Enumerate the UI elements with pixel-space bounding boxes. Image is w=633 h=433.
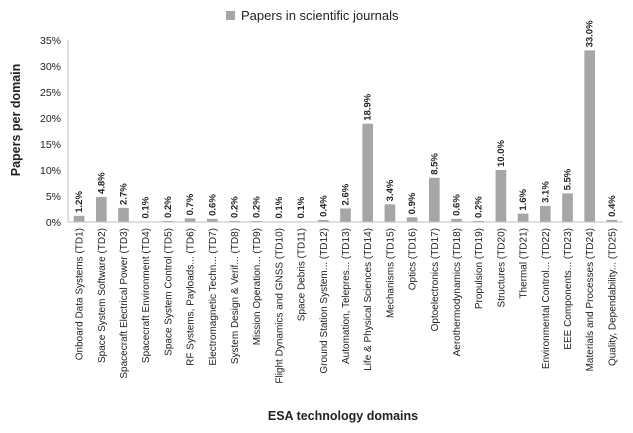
data-label: 2.6% (341, 183, 352, 205)
x-tick-label: Space System Control (TD5) (163, 228, 174, 356)
x-axis-title: ESA technology domains (268, 409, 418, 423)
data-label: 18.9% (363, 93, 374, 120)
data-label: 2.7% (119, 183, 130, 205)
x-tick-label: Space System Software (TD2) (97, 228, 108, 363)
x-tick-label: Optoelectronics (TD17) (430, 228, 441, 331)
bar (539, 205, 551, 222)
bar (495, 170, 507, 222)
bar (517, 213, 529, 222)
data-label: 3.4% (385, 179, 396, 201)
bar (229, 220, 240, 222)
x-axis-ticks: Onboard Data Systems (TD1) Space System S… (75, 228, 619, 384)
y-tick-label: 35% (40, 35, 61, 47)
data-label: 0.1% (296, 196, 307, 218)
bar (73, 215, 85, 222)
x-tick-label: System Design & Verif... (TD8) (230, 228, 241, 364)
bar (562, 193, 573, 222)
x-tick-label: Propulsion (TD19) (474, 228, 485, 309)
data-label: 8.5% (429, 153, 440, 175)
data-label: 10.0% (496, 140, 507, 167)
data-label: 0.6% (207, 194, 218, 216)
bar (428, 177, 440, 222)
x-tick-label: Optics (TD16) (408, 228, 419, 290)
bar (584, 50, 596, 223)
legend-swatch (226, 11, 235, 20)
x-tick-label: Onboard Data Systems (TD1) (75, 228, 86, 360)
x-tick-label: Spacecraft Electrical Power (TD3) (119, 228, 130, 379)
data-label: 3.1% (540, 181, 551, 203)
bar (251, 220, 263, 222)
bar (162, 220, 174, 222)
x-tick-label: Life & Physical Sciences (TD14) (363, 228, 374, 371)
x-tick-label: Structures (TD20) (496, 228, 507, 307)
data-label: 0.4% (318, 195, 329, 217)
y-tick-label: 5% (46, 191, 61, 203)
data-labels: 1.2% 4.8% 2.7% 0.1% 0.2% 0.7% 0.6% 0.2% 0.2% 0.1%… (74, 20, 618, 219)
legend: Papers in scientific journals (226, 8, 399, 23)
x-tick-label: Thermal (TD21) (519, 228, 530, 299)
bar (406, 217, 418, 222)
y-tick-label: 20% (40, 113, 61, 125)
bar (95, 197, 107, 222)
bar (184, 218, 196, 222)
bar (362, 123, 374, 222)
bars (73, 50, 618, 223)
y-axis-ticks: 0% 5% 10% 15% 20% 25% 30% 35% (40, 35, 61, 229)
data-label: 4.8% (96, 172, 107, 194)
data-label: 0.9% (407, 192, 418, 214)
x-tick-label: Space Debris (TD11) (297, 228, 308, 321)
y-tick-label: 30% (40, 61, 61, 73)
bar (317, 219, 329, 222)
x-tick-label: Quality, Dependability... (TD25) (607, 228, 618, 366)
y-tick-label: 10% (40, 165, 61, 177)
bar (340, 208, 351, 222)
bar (206, 218, 218, 222)
x-tick-label: Ground Station System... (TD12) (319, 228, 330, 374)
data-label: 0.2% (163, 196, 174, 218)
data-label: 0.1% (274, 196, 285, 218)
bar (384, 204, 396, 222)
bar (451, 218, 462, 222)
x-tick-label: Mission Operation... (TD9) (252, 228, 263, 345)
bar (118, 207, 129, 222)
bar (606, 219, 618, 222)
data-label: 0.2% (474, 196, 485, 218)
x-tick-label: Mechanisms (TD15) (385, 228, 396, 318)
legend-label: Papers in scientific journals (241, 8, 399, 23)
data-label: 0.2% (252, 196, 263, 218)
y-tick-label: 15% (40, 139, 61, 151)
data-label: 1.2% (74, 191, 85, 213)
x-tick-label: Aerothermodynamics (TD18) (452, 228, 463, 356)
x-tick-label: Flight Dynamics and GNSS (TD10) (274, 228, 285, 384)
bar (473, 220, 485, 222)
x-tick-label: Environmental Control... (TD22) (541, 228, 552, 369)
x-tick-label: Electromagnetic Techn... (TD7) (208, 228, 219, 366)
x-tick-label: Automation, Telepres... (TD13) (341, 228, 352, 364)
y-tick-label: 0% (46, 217, 61, 229)
x-tick-label: Spacecraft Environment (TD4) (141, 228, 152, 363)
x-tick-label: EEE Components... (TD23) (563, 228, 574, 350)
data-label: 5.5% (563, 168, 574, 190)
y-tick-label: 25% (40, 87, 61, 99)
data-label: 0.1% (141, 196, 152, 218)
data-label: 0.4% (607, 195, 618, 217)
data-label: 33.0% (585, 20, 596, 47)
data-label: 0.2% (230, 196, 241, 218)
x-tick-label: RF Systems, Payloads... (TD6) (186, 228, 197, 366)
x-tick-label: Materials and Processes (TD24) (585, 228, 596, 371)
data-label: 1.6% (518, 188, 529, 210)
data-label: 0.6% (452, 194, 463, 216)
y-axis-title: Papers per domain (9, 64, 23, 177)
data-label: 0.7% (185, 193, 196, 215)
